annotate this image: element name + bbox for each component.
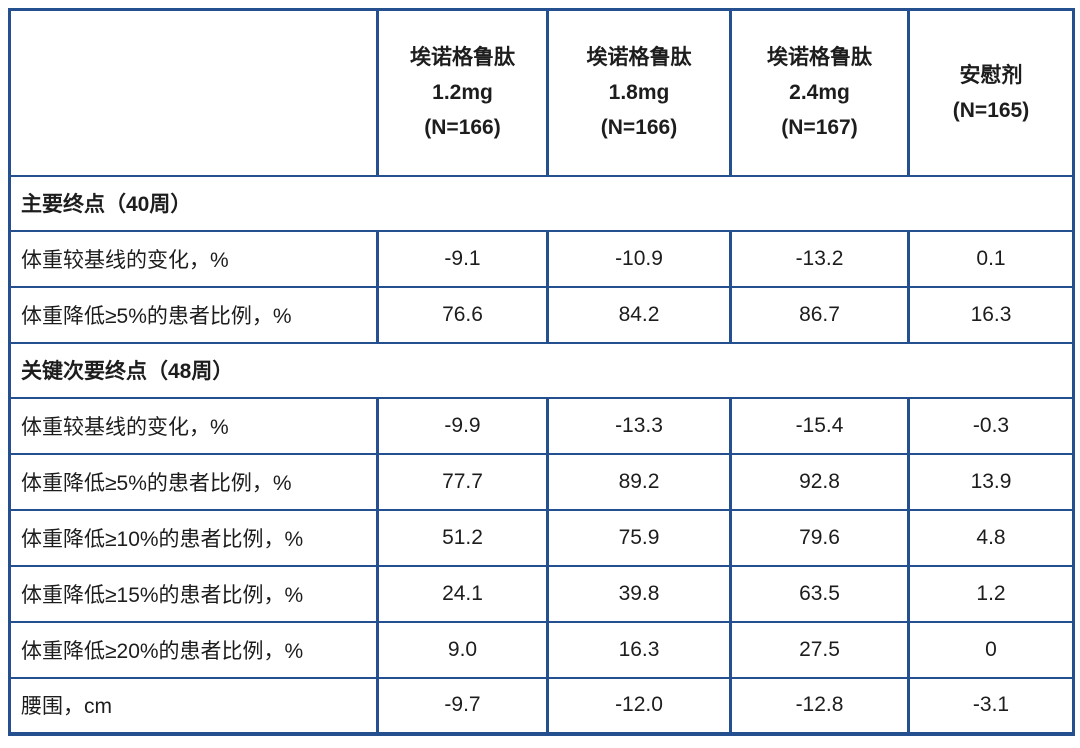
value-cell: 79.6 [729,508,910,567]
value-cell: -9.1 [376,229,549,288]
value-cell: 86.7 [729,285,910,344]
drug-name: 埃诺格鲁肽 [410,46,515,70]
sample-size: (N=165) [952,98,1030,122]
empty-corner-cell [8,8,379,177]
row-label: 腰围，cm [8,676,379,735]
section-title: 主要终点（40周） [8,174,1075,232]
value-cell: 24.1 [376,564,549,623]
value-cell: -12.8 [729,676,910,735]
column-header-dose-1-8mg: 埃诺格鲁肽 1.8mg (N=166) [546,8,732,177]
value-cell: 1.2 [907,564,1075,623]
value-cell: 75.9 [546,508,732,567]
table-row-waist-circumference: 腰围，cm -9.7 -12.0 -12.8 -3.1 [8,676,1075,735]
row-label: 体重降低≥5%的患者比例，% [8,452,379,511]
row-label: 体重降低≥20%的患者比例，% [8,620,379,679]
table-row-weightloss-5pct-40w: 体重降低≥5%的患者比例，% 76.6 84.2 86.7 16.3 [8,285,1075,344]
dose: 1.2mg [432,81,493,105]
value-cell: -13.3 [546,396,732,455]
sample-size: (N=167) [781,116,858,140]
value-cell: 16.3 [907,285,1075,344]
value-cell: 51.2 [376,508,549,567]
value-cell: 76.6 [376,285,549,344]
column-header-dose-2-4mg: 埃诺格鲁肽 2.4mg (N=167) [729,8,910,177]
value-cell: -0.3 [907,396,1075,455]
value-cell: 89.2 [546,452,732,511]
section-title: 关键次要终点（48周） [8,341,1075,399]
value-cell: 92.8 [729,452,910,511]
drug-name: 埃诺格鲁肽 [767,46,872,70]
row-label: 体重降低≥10%的患者比例，% [8,508,379,567]
row-label: 体重较基线的变化，% [8,229,379,288]
value-cell: 4.8 [907,508,1075,567]
section-header-primary-endpoint: 主要终点（40周） [8,174,1075,232]
value-cell: 13.9 [907,452,1075,511]
value-cell: -15.4 [729,396,910,455]
value-cell: 77.7 [376,452,549,511]
row-label: 体重较基线的变化，% [8,396,379,455]
column-header-dose-1-2mg: 埃诺格鲁肽 1.2mg (N=166) [376,8,549,177]
sample-size: (N=166) [424,116,501,140]
value-cell: -9.7 [376,676,549,735]
value-cell: -9.9 [376,396,549,455]
table-row-weightloss-20pct-48w: 体重降低≥20%的患者比例，% 9.0 16.3 27.5 0 [8,620,1075,679]
value-cell: -10.9 [546,229,732,288]
dose: 2.4mg [789,81,850,105]
trial-results-table: 埃诺格鲁肽 1.2mg (N=166) 埃诺格鲁肽 1.8mg (N=166) … [8,8,1075,736]
row-label: 体重降低≥15%的患者比例，% [8,564,379,623]
value-cell: 27.5 [729,620,910,679]
table-row-weight-change-40w: 体重较基线的变化，% -9.1 -10.9 -13.2 0.1 [8,229,1075,288]
column-header-placebo: 安慰剂 (N=165) [907,8,1075,177]
table-row-weightloss-15pct-48w: 体重降低≥15%的患者比例，% 24.1 39.8 63.5 1.2 [8,564,1075,623]
value-cell: 39.8 [546,564,732,623]
value-cell: 63.5 [729,564,910,623]
table-row-weight-change-48w: 体重较基线的变化，% -9.9 -13.3 -15.4 -0.3 [8,396,1075,455]
table-row-weightloss-10pct-48w: 体重降低≥10%的患者比例，% 51.2 75.9 79.6 4.8 [8,508,1075,567]
value-cell: 9.0 [376,620,549,679]
value-cell: -12.0 [546,676,732,735]
sample-size: (N=166) [600,116,678,140]
drug-name: 埃诺格鲁肽 [586,46,692,70]
value-cell: -3.1 [907,676,1075,735]
dose: 1.8mg [608,81,670,105]
value-cell: -13.2 [729,229,910,288]
value-cell: 84.2 [546,285,732,344]
table-row-weightloss-5pct-48w: 体重降低≥5%的患者比例，% 77.7 89.2 92.8 13.9 [8,452,1075,511]
value-cell: 0 [907,620,1075,679]
drug-name: 安慰剂 [959,63,1023,87]
section-header-secondary-endpoint: 关键次要终点（48周） [8,341,1075,399]
value-cell: 16.3 [546,620,732,679]
row-label: 体重降低≥5%的患者比例，% [8,285,379,344]
table-header-row: 埃诺格鲁肽 1.2mg (N=166) 埃诺格鲁肽 1.8mg (N=166) … [8,8,1075,177]
value-cell: 0.1 [907,229,1075,288]
